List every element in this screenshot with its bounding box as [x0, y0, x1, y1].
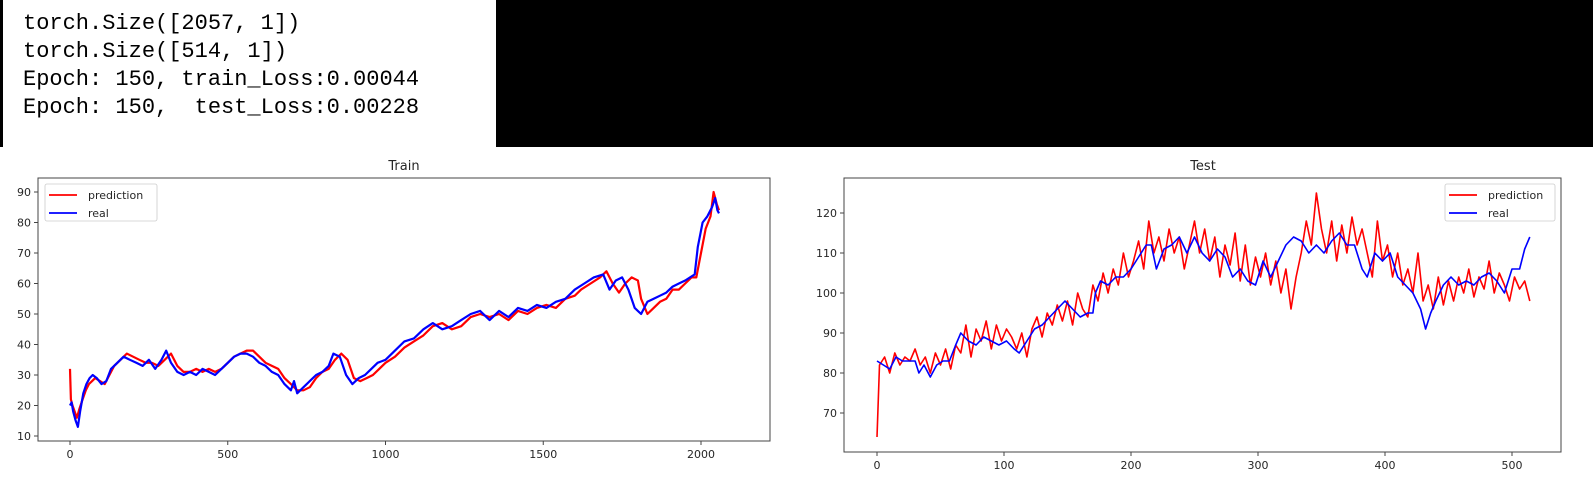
- y-tick-label: 70: [17, 247, 31, 260]
- y-tick-label: 10: [17, 430, 31, 443]
- x-tick-label: 400: [1375, 459, 1396, 472]
- y-tick-label: 80: [17, 217, 31, 230]
- y-tick-label: 80: [823, 367, 837, 380]
- y-tick-label: 40: [17, 339, 31, 352]
- y-tick-label: 20: [17, 400, 31, 413]
- plot-lines: [876, 192, 1531, 438]
- legend-label-real: real: [88, 207, 109, 220]
- output-line: torch.Size([2057, 1]): [23, 11, 301, 36]
- axes-frame: [843, 177, 1562, 453]
- y-tick-label: 90: [823, 327, 837, 340]
- chart-title: Test: [1189, 159, 1216, 174]
- y-tick-label: 60: [17, 278, 31, 291]
- y-tick-label: 100: [816, 287, 837, 300]
- legend-label-prediction: prediction: [1488, 189, 1543, 202]
- chart-title: Train: [387, 159, 419, 174]
- test-chart: Test 0 100 200 300 400 500 70 80 90 100 110 120 pre…: [816, 159, 1562, 472]
- series-prediction: [876, 192, 1531, 438]
- legend-label-real: real: [1488, 207, 1509, 220]
- axis-ticks: 0 100 200 300 400 500 70 80 90 100 110 120: [816, 207, 1523, 472]
- plot-lines: [68, 190, 721, 428]
- series-real: [69, 197, 720, 428]
- output-line: torch.Size([514, 1]): [23, 39, 288, 64]
- x-tick-label: 200: [1121, 459, 1142, 472]
- axis-ticks: 0 500 1000 1500 2000 10 20 30 40 50 60 70 80 90: [17, 186, 715, 461]
- x-tick-label: 500: [1502, 459, 1523, 472]
- y-tick-label: 30: [17, 369, 31, 382]
- series-prediction: [68, 190, 721, 419]
- cell-output: torch.Size([2057, 1]) torch.Size([514, 1…: [0, 0, 496, 147]
- legend-label-prediction: prediction: [88, 189, 143, 202]
- legend: prediction real: [1444, 183, 1556, 222]
- output-line: Epoch: 150, test_Loss:0.00228: [23, 95, 420, 120]
- x-tick-label: 2000: [687, 448, 715, 461]
- y-tick-label: 110: [816, 247, 837, 260]
- legend: prediction real: [44, 183, 158, 222]
- output-line: Epoch: 150, train_Loss:0.00044: [23, 67, 420, 92]
- x-tick-label: 1500: [529, 448, 557, 461]
- y-tick-label: 70: [823, 407, 837, 420]
- x-tick-label: 0: [67, 448, 74, 461]
- x-tick-label: 0: [874, 459, 881, 472]
- x-tick-label: 300: [1248, 459, 1269, 472]
- x-tick-label: 1000: [372, 448, 400, 461]
- x-tick-label: 100: [994, 459, 1015, 472]
- redacted-region: [496, 0, 1593, 147]
- train-chart: Train 0 500 1000 1500 2000 10 20 30 40 50 60 70 80 90…: [17, 159, 771, 461]
- series-real: [876, 232, 1531, 378]
- y-tick-label: 90: [17, 186, 31, 199]
- axes-frame: [37, 177, 771, 442]
- y-tick-label: 50: [17, 308, 31, 321]
- x-tick-label: 500: [217, 448, 238, 461]
- y-tick-label: 120: [816, 207, 837, 220]
- figure: Train 0 500 1000 1500 2000102030405060708090…: [17, 159, 1562, 472]
